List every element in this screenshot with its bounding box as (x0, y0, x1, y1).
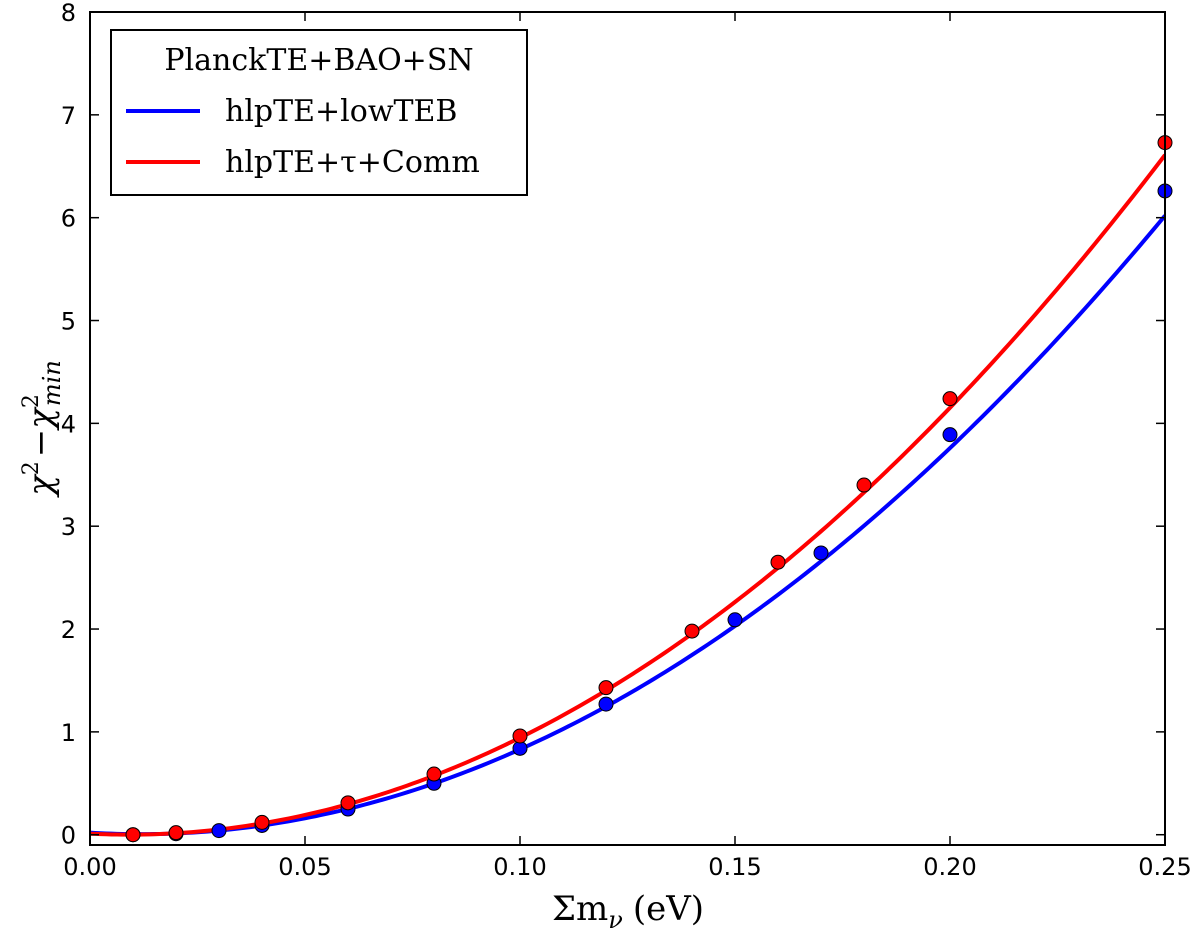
series-0-point-8 (727, 612, 743, 628)
series-0-point-7 (598, 696, 614, 712)
series-0-point-2 (211, 823, 227, 839)
y-tick-label: 1 (61, 719, 76, 747)
y-tick-label: 7 (61, 102, 76, 130)
series-markers (125, 135, 1173, 843)
series-1-point-7 (684, 623, 700, 639)
x-axis-label: Σmν (eV) (552, 889, 704, 932)
y-tick-label: 4 (61, 410, 76, 438)
series-line-1 (90, 153, 1165, 837)
y-tick-label: 0 (61, 822, 76, 850)
series-1-point-5 (512, 728, 528, 744)
y-axis-label: χ2−χ2min (19, 360, 66, 498)
series-1-point-4 (426, 766, 442, 782)
series-1-point-2 (254, 814, 270, 830)
legend: PlanckTE+BAO+SN hlpTE+lowTEB hlpTE+τ+Com… (110, 29, 528, 196)
x-tick-label: 0.05 (278, 853, 331, 881)
x-tick-label: 0.20 (923, 853, 976, 881)
legend-title: PlanckTE+BAO+SN (164, 43, 473, 78)
series-line-0 (90, 214, 1165, 837)
series-1-point-1 (168, 825, 184, 841)
series-0-point-9 (813, 545, 829, 561)
x-tick-label: 0.10 (493, 853, 546, 881)
y-tick-label: 6 (61, 205, 76, 233)
series-1-point-0 (125, 827, 141, 843)
y-axis-label-chi: χ (21, 473, 61, 498)
x-axis-label-sub: ν (608, 906, 623, 932)
plot-frame (89, 11, 1166, 846)
tick-labels: 0.00 0.05 0.10 0.15 0.20 0.25 0 1 2 3 4 5 6 7 8 (61, 0, 1192, 881)
series-0-point-10 (942, 427, 958, 443)
y-axis-label-sub: min (38, 360, 66, 406)
series-1-point-6 (598, 680, 614, 696)
series-1-point-3 (340, 795, 356, 811)
x-axis-label-main: Σm (552, 889, 608, 929)
legend-label-blue: hlpTE+lowTEB (225, 94, 457, 129)
y-axis-label-minus-chi: −χ (21, 406, 61, 457)
series-1-point-9 (856, 477, 872, 493)
y-axis-label-sup1: 2 (19, 461, 44, 475)
legend-label-red: hlpTE+τ+Comm (225, 145, 480, 180)
x-tick-label: 0.00 (63, 853, 116, 881)
x-tick-label: 0.15 (708, 853, 761, 881)
x-tick-label: 0.25 (1138, 853, 1191, 881)
series-1-point-8 (770, 554, 786, 570)
series-curves (90, 153, 1165, 837)
y-tick-label: 8 (61, 0, 76, 27)
x-axis-label-unit: (eV) (633, 889, 704, 929)
y-tick-label: 5 (61, 308, 76, 336)
y-tick-label: 3 (61, 513, 76, 541)
y-tick-label: 2 (61, 616, 76, 644)
y-axis-label-sup2: 2 (19, 394, 44, 408)
series-1-point-10 (942, 391, 958, 407)
